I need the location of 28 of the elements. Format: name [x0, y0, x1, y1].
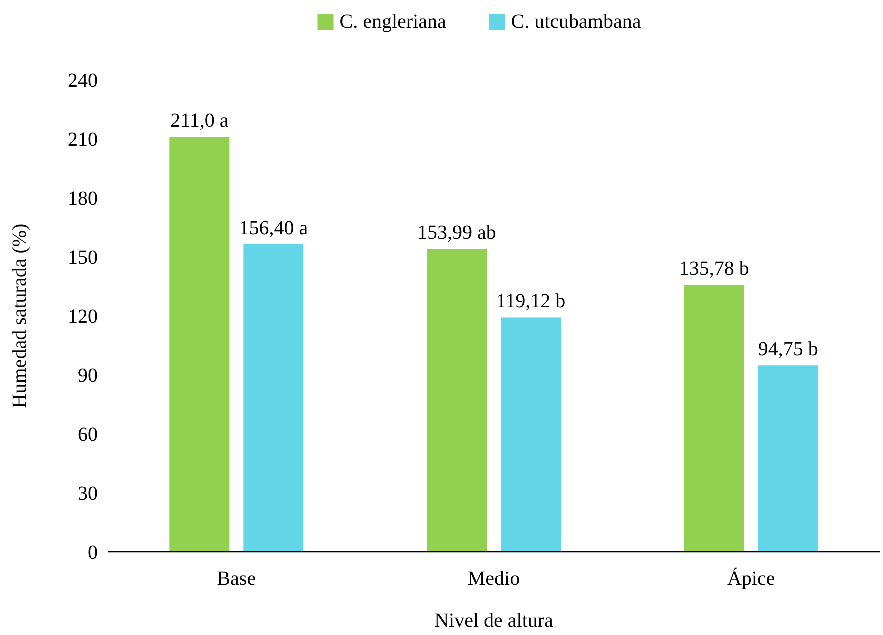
data-label: 135,78 b [679, 258, 750, 280]
legend-label: C. engleriana [340, 11, 446, 33]
data-label: 211,0 a [170, 110, 229, 132]
y-tick-label: 120 [68, 306, 98, 328]
x-tick-label: Ápice [727, 567, 776, 590]
legend-label: C. utcubambana [511, 11, 642, 33]
bar [758, 366, 818, 552]
y-tick-label: 180 [68, 188, 98, 210]
data-label: 94,75 b [758, 338, 818, 361]
bar [501, 318, 561, 552]
bar [684, 284, 744, 552]
y-tick-label: 240 [68, 70, 98, 92]
y-tick-label: 210 [68, 129, 98, 151]
y-tick-label: 60 [78, 424, 98, 446]
x-tick-label: Medio [468, 568, 520, 590]
data-label: 156,40 a [239, 217, 308, 240]
x-tick-label: Base [217, 568, 256, 590]
y-tick-label: 30 [78, 483, 98, 505]
y-axis-title: Humedad saturada (%) [9, 224, 31, 408]
bar [170, 137, 230, 552]
x-axis-title: Nivel de altura [434, 610, 554, 632]
data-label: 153,99 ab [418, 222, 496, 244]
bar [427, 249, 487, 552]
y-tick-label: 150 [68, 247, 98, 269]
y-tick-label: 90 [78, 365, 98, 387]
bar [244, 244, 304, 552]
y-tick-label: 0 [88, 542, 98, 564]
data-label: 119,12 b [496, 290, 566, 313]
